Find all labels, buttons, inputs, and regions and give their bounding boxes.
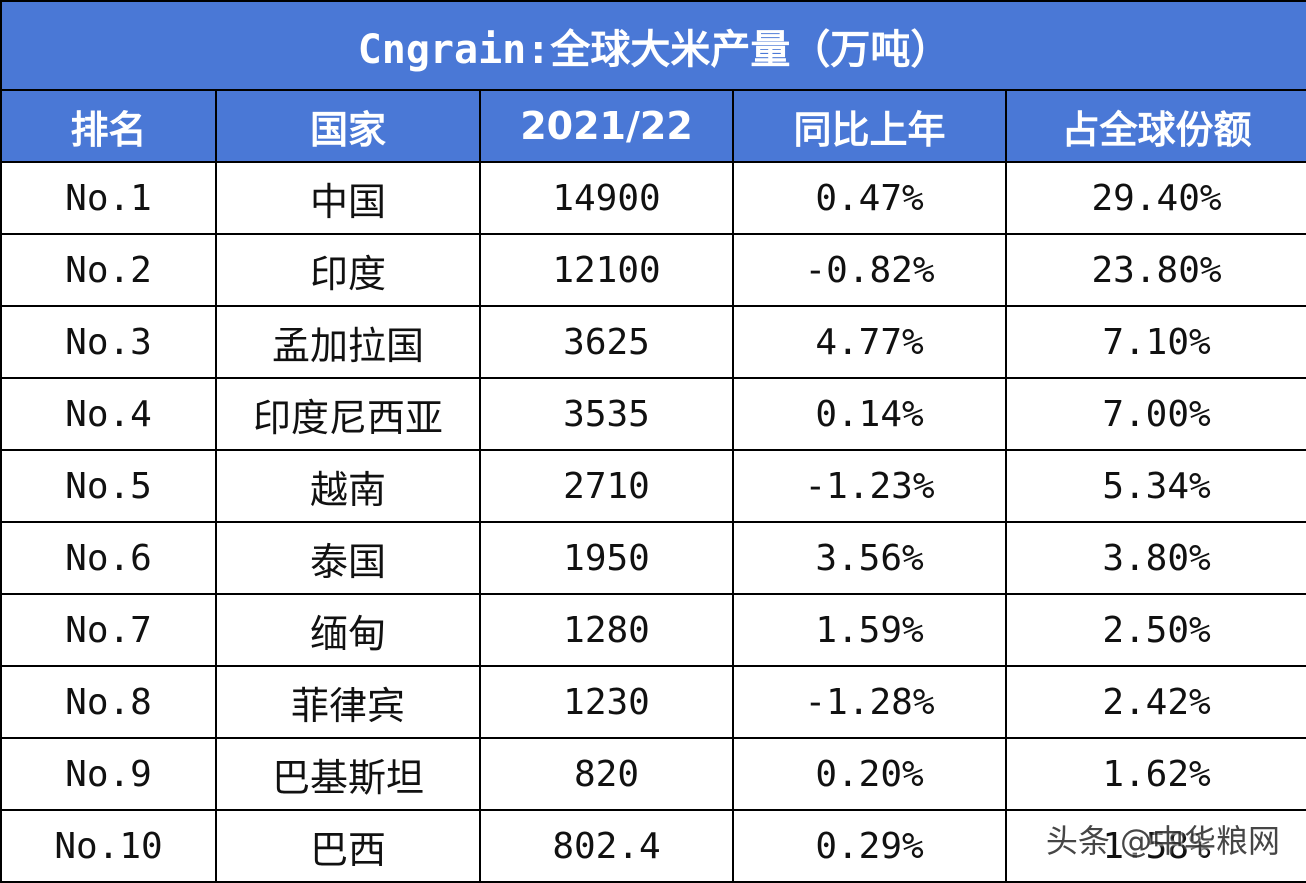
- cell-country: 巴西: [215, 809, 481, 883]
- cell-yoy: -1.28%: [732, 665, 1007, 739]
- cell-rank: No.4: [0, 377, 217, 451]
- cell-share: 29.40%: [1004, 161, 1306, 235]
- cell-rank: No.8: [0, 665, 217, 739]
- cell-rank: No.1: [0, 161, 217, 235]
- cell-share: 1.62%: [1004, 737, 1306, 811]
- cell-rank: No.2: [0, 233, 217, 307]
- cell-rank: No.6: [0, 521, 217, 595]
- cell-yoy: -1.23%: [732, 449, 1007, 523]
- cell-production: 1950: [479, 521, 734, 595]
- header-yoy-change: 同比上年: [732, 89, 1007, 163]
- table-title-row: Cngrain:全球大米产量（万吨）: [0, 0, 1306, 91]
- cell-yoy: 0.20%: [732, 737, 1007, 811]
- cell-country: 巴基斯坦: [215, 737, 481, 811]
- cell-yoy: 0.29%: [732, 809, 1007, 883]
- header-country: 国家: [215, 89, 481, 163]
- cell-rank: No.5: [0, 449, 217, 523]
- table-row: No.4 印度尼西亚 3535 0.14% 7.00%: [0, 377, 1306, 451]
- cell-rank: No.10: [0, 809, 217, 883]
- cell-yoy: 0.14%: [732, 377, 1007, 451]
- cell-yoy: 4.77%: [732, 305, 1007, 379]
- table-title: Cngrain:全球大米产量（万吨）: [0, 0, 1306, 91]
- cell-production: 2710: [479, 449, 734, 523]
- table-row: No.6 泰国 1950 3.56% 3.80%: [0, 521, 1306, 595]
- cell-yoy: 1.59%: [732, 593, 1007, 667]
- table-row: No.7 缅甸 1280 1.59% 2.50%: [0, 593, 1306, 667]
- cell-production: 14900: [479, 161, 734, 235]
- cell-share: 1.58%: [1004, 809, 1306, 883]
- header-rank: 排名: [0, 89, 217, 163]
- cell-production: 3625: [479, 305, 734, 379]
- cell-share: 7.00%: [1004, 377, 1306, 451]
- cell-production: 1230: [479, 665, 734, 739]
- cell-production: 3535: [479, 377, 734, 451]
- table-row: No.8 菲律宾 1230 -1.28% 2.42%: [0, 665, 1306, 739]
- cell-country: 印度: [215, 233, 481, 307]
- cell-rank: No.3: [0, 305, 217, 379]
- cell-share: 7.10%: [1004, 305, 1306, 379]
- cell-yoy: -0.82%: [732, 233, 1007, 307]
- table-row: No.10 巴西 802.4 0.29% 1.58%: [0, 809, 1306, 883]
- cell-country: 印度尼西亚: [215, 377, 481, 451]
- header-production-2021-22: 2021/22: [479, 89, 734, 163]
- cell-country: 菲律宾: [215, 665, 481, 739]
- cell-yoy: 0.47%: [732, 161, 1007, 235]
- cell-rank: No.9: [0, 737, 217, 811]
- cell-production: 820: [479, 737, 734, 811]
- table-header-row: 排名 国家 2021/22 同比上年 占全球份额: [0, 89, 1306, 163]
- cell-country: 中国: [215, 161, 481, 235]
- cell-production: 802.4: [479, 809, 734, 883]
- source-watermark: 头条 @中华粮网: [1045, 822, 1280, 860]
- cell-country: 缅甸: [215, 593, 481, 667]
- table-row: No.1 中国 14900 0.47% 29.40%: [0, 161, 1306, 235]
- cell-country: 孟加拉国: [215, 305, 481, 379]
- cell-country: 越南: [215, 449, 481, 523]
- table-row: No.5 越南 2710 -1.23% 5.34%: [0, 449, 1306, 523]
- cell-production: 1280: [479, 593, 734, 667]
- cell-share: 5.34%: [1004, 449, 1306, 523]
- cell-country: 泰国: [215, 521, 481, 595]
- cell-production: 12100: [479, 233, 734, 307]
- cell-rank: No.7: [0, 593, 217, 667]
- cell-yoy: 3.56%: [732, 521, 1007, 595]
- table-row: No.9 巴基斯坦 820 0.20% 1.62%: [0, 737, 1306, 811]
- header-global-share: 占全球份额: [1004, 89, 1306, 163]
- cell-share: 2.42%: [1004, 665, 1306, 739]
- cell-share: 23.80%: [1004, 233, 1306, 307]
- table-row: No.2 印度 12100 -0.82% 23.80%: [0, 233, 1306, 307]
- table-row: No.3 孟加拉国 3625 4.77% 7.10%: [0, 305, 1306, 379]
- cell-share: 2.50%: [1004, 593, 1306, 667]
- cell-share: 3.80%: [1004, 521, 1306, 595]
